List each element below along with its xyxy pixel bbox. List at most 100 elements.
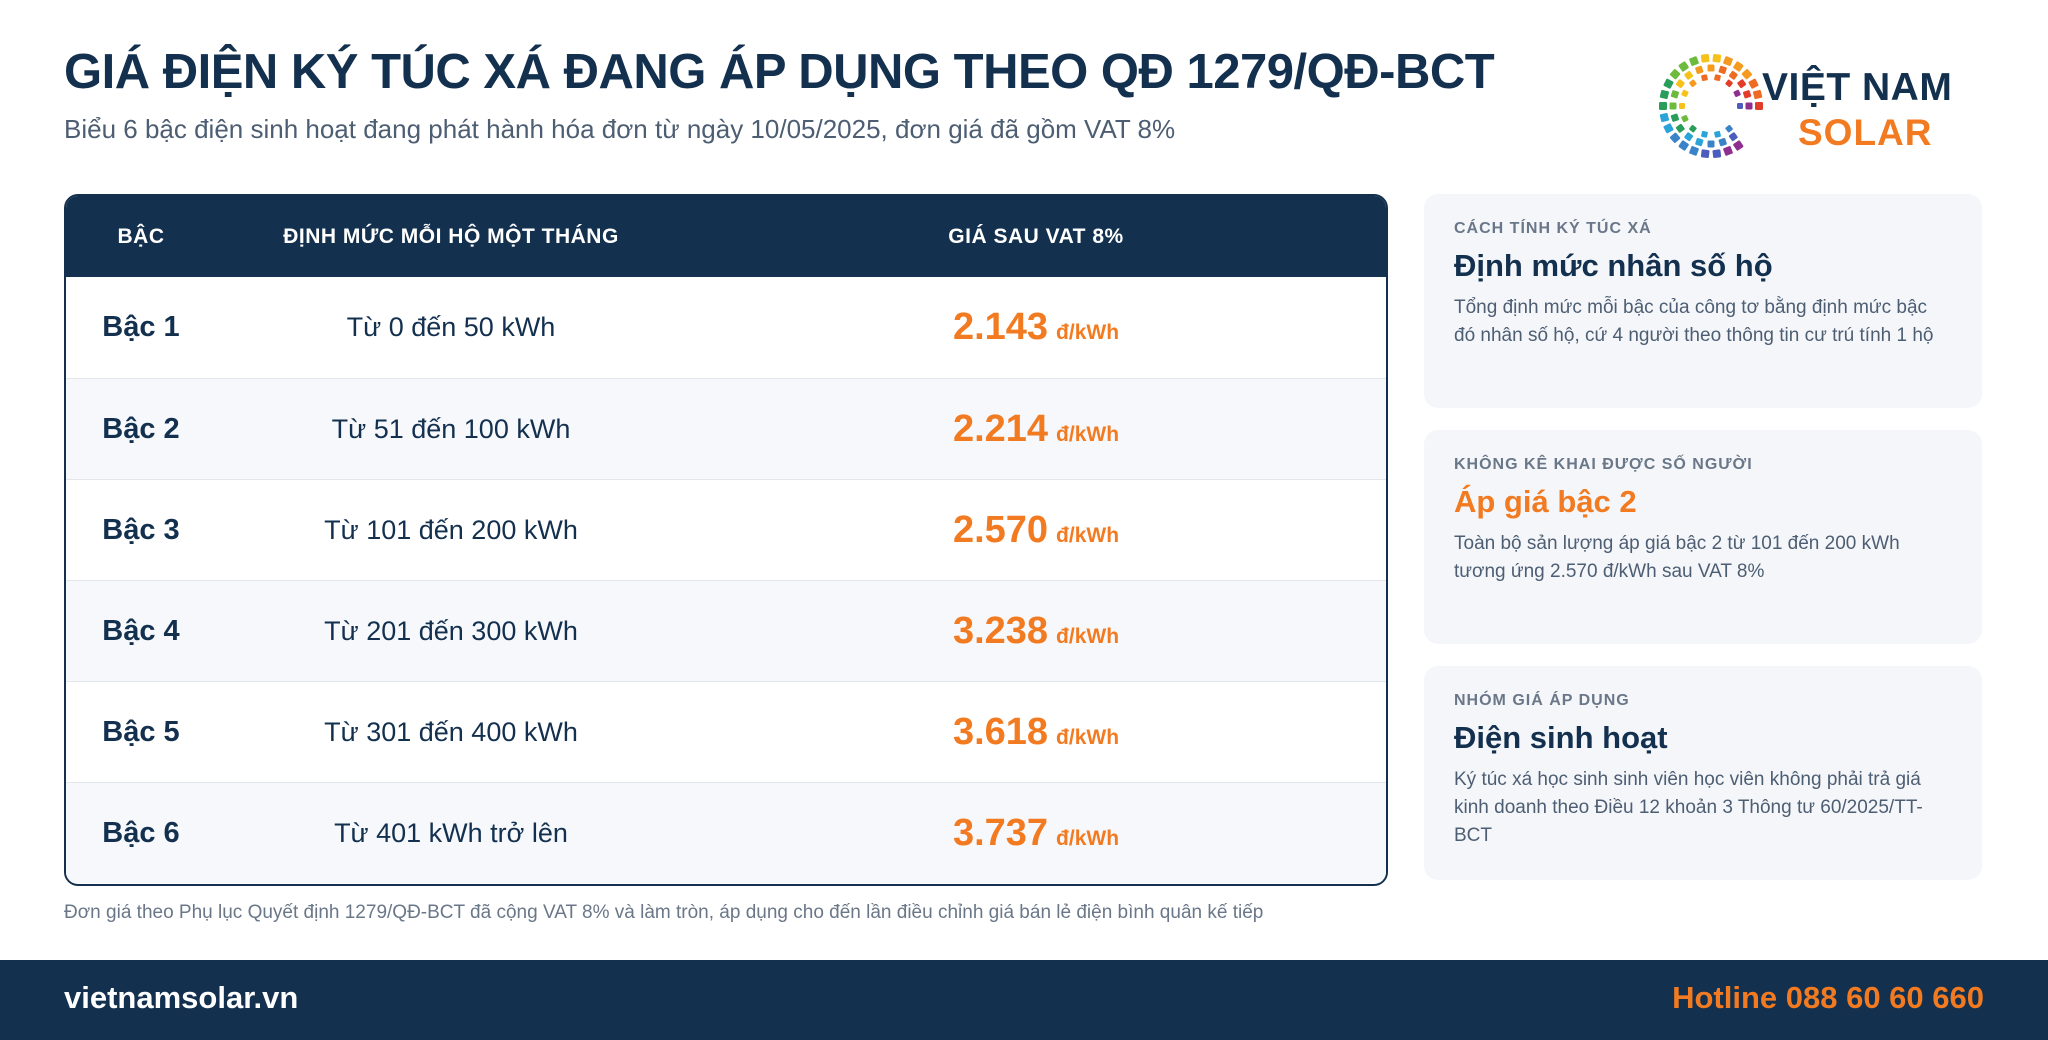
logo-cell	[1675, 123, 1685, 133]
tier-price: 3.737	[952, 811, 1049, 854]
logo-cell	[1689, 56, 1699, 66]
logo-cell	[1743, 90, 1752, 99]
logo-cell	[1659, 89, 1669, 100]
logo: VIỆT NAM SOLAR	[1656, 50, 1986, 162]
tier-range: Từ 401 kWh trở lên	[334, 817, 568, 848]
logo-cell	[1678, 140, 1689, 151]
tier-price: 2.143	[952, 306, 1049, 348]
logo-cell	[1679, 103, 1685, 109]
logo-cell	[1681, 114, 1689, 123]
logo-cell	[1700, 53, 1710, 63]
footer-bar: vietnamsolar.vn Hotline 088 60 60 660	[0, 960, 2048, 1040]
tier-price: 2.570	[952, 508, 1049, 551]
table-row: Bậc 2 Từ 51 đến 100 kWh 2.214 đ/kWh	[66, 378, 1386, 479]
tier-range: Từ 51 đến 100 kWh	[331, 413, 571, 444]
price-unit: đ/kWh	[1056, 826, 1120, 850]
tier-range: Từ 201 đến 300 kWh	[324, 615, 578, 646]
tier-range: Từ 101 đến 200 kWh	[324, 514, 578, 545]
logo-cell	[1714, 130, 1721, 138]
logo-cell	[1701, 130, 1708, 138]
card-title: Điện sinh hoạt	[1454, 720, 1668, 755]
price-unit: đ/kWh	[1056, 624, 1120, 648]
tier-label: Bậc 4	[102, 614, 180, 647]
tier-price: 3.618	[952, 710, 1049, 753]
logo-cell	[1737, 79, 1747, 89]
card-body: Tổng định mức mỗi bậc của công tơ bằng đ…	[1454, 297, 1934, 346]
price-unit: đ/kWh	[1056, 725, 1120, 749]
logo-cell	[1689, 124, 1697, 133]
logo-cell	[1689, 79, 1697, 88]
logo-cell	[1728, 132, 1738, 142]
footnote: Đơn giá theo Phụ lục Quyết định 1279/QĐ-…	[64, 902, 1264, 923]
tier-label: Bậc 2	[102, 412, 180, 445]
logo-cell	[1670, 113, 1679, 122]
logo-cell	[1723, 146, 1733, 156]
card-title: Áp giá bậc 2	[1454, 484, 1637, 519]
website-link[interactable]: vietnamsolar.vn	[64, 980, 299, 1015]
header-price: GIÁ SAU VAT 8%	[948, 224, 1124, 248]
logo-cell	[1684, 132, 1694, 142]
tier-label: Bậc 3	[102, 513, 180, 546]
info-card-calculation: CÁCH TÍNH KÝ TÚC XÁ Định mức nhân số hộ …	[1424, 194, 1982, 408]
logo-cell	[1728, 70, 1738, 80]
logo-cell	[1659, 112, 1669, 123]
logo-cell	[1748, 78, 1759, 89]
card-title: Định mức nhân số hộ	[1454, 248, 1773, 283]
logo-cell	[1663, 123, 1674, 134]
logo-cell	[1755, 102, 1763, 110]
logo-cell	[1669, 102, 1677, 110]
tier-label: Bậc 5	[102, 715, 180, 748]
hotline[interactable]: Hotline 088 60 60 660	[1672, 980, 1984, 1015]
card-kicker: NHÓM GIÁ ÁP DỤNG	[1454, 692, 1630, 709]
info-card-price-group: NHÓM GIÁ ÁP DỤNG Điện sinh hoạt Ký túc x…	[1424, 666, 1982, 880]
page-subtitle: Biểu 6 bậc điện sinh hoạt đang phát hành…	[64, 114, 1176, 144]
logo-cell	[1712, 149, 1722, 159]
logo-cell	[1695, 138, 1704, 147]
tier-range: Từ 0 đến 50 kWh	[346, 312, 556, 342]
logo-cell	[1723, 56, 1733, 66]
logo-cell	[1737, 103, 1743, 109]
table-row: Bậc 3 Từ 101 đến 200 kWh 2.570 đ/kWh	[66, 479, 1386, 580]
tier-range: Từ 301 đến 400 kWh	[324, 716, 578, 747]
logo-cell	[1669, 132, 1681, 143]
solar-ring-logo-icon	[1659, 53, 1763, 159]
table-row: Bậc 6 Từ 401 kWh trở lên 3.737 đ/kWh	[66, 782, 1386, 883]
logo-cell	[1659, 102, 1667, 110]
logo-brand: SOLAR	[1798, 112, 1933, 153]
logo-cell	[1707, 64, 1715, 72]
table-row: Bậc 5 Từ 301 đến 400 kWh 3.618 đ/kWh	[66, 681, 1386, 782]
card-body: Toàn bộ sản lượng áp giá bậc 2 từ 101 đế…	[1454, 533, 1900, 582]
logo-cell	[1753, 89, 1763, 100]
logo-cell	[1733, 140, 1744, 151]
logo-name: VIỆT NAM	[1762, 66, 1953, 109]
logo-cell	[1669, 69, 1681, 80]
price-unit: đ/kWh	[1056, 321, 1120, 344]
table-header: BẬC ĐỊNH MỨC MỖI HỘ MỘT THÁNG GIÁ SAU VA…	[66, 196, 1386, 277]
logo-cell	[1745, 102, 1753, 110]
header-range: ĐỊNH MỨC MỖI HỘ MỘT THÁNG	[283, 224, 619, 248]
logo-cell	[1741, 69, 1753, 80]
page-title: GIÁ ĐIỆN KÝ TÚC XÁ ĐANG ÁP DỤNG THEO QĐ …	[64, 45, 1495, 99]
logo-cell	[1718, 138, 1727, 147]
logo-cell	[1725, 79, 1733, 88]
tier-price: 2.214	[952, 407, 1049, 450]
tier-price: 3.238	[952, 609, 1049, 652]
logo-cell	[1707, 140, 1715, 148]
table-row: Bậc 1 Từ 0 đến 50 kWh 2.143 đ/kWh	[66, 277, 1386, 378]
tier-label: Bậc 6	[102, 816, 180, 849]
logo-cell	[1718, 65, 1727, 74]
logo-cell	[1714, 74, 1721, 82]
logo-cell	[1733, 89, 1741, 98]
table-row: Bậc 4 Từ 201 đến 300 kWh 3.238 đ/kWh	[66, 580, 1386, 681]
logo-cell	[1701, 74, 1708, 82]
price-unit: đ/kWh	[1056, 422, 1120, 446]
logo-cell	[1733, 61, 1744, 72]
logo-cell	[1684, 70, 1694, 80]
logo-cell	[1681, 89, 1689, 98]
info-card-undeclared: KHÔNG KÊ KHAI ĐƯỢC SỐ NGƯỜI Áp giá bậc 2…	[1424, 430, 1982, 644]
logo-cell	[1678, 61, 1689, 72]
price-table: BẬC ĐỊNH MỨC MỖI HỘ MỘT THÁNG GIÁ SAU VA…	[64, 194, 1388, 886]
price-unit: đ/kWh	[1056, 523, 1120, 547]
logo-cell	[1725, 124, 1733, 133]
table-body: Bậc 1 Từ 0 đến 50 kWh 2.143 đ/kWh Bậc 2 T…	[66, 277, 1386, 883]
